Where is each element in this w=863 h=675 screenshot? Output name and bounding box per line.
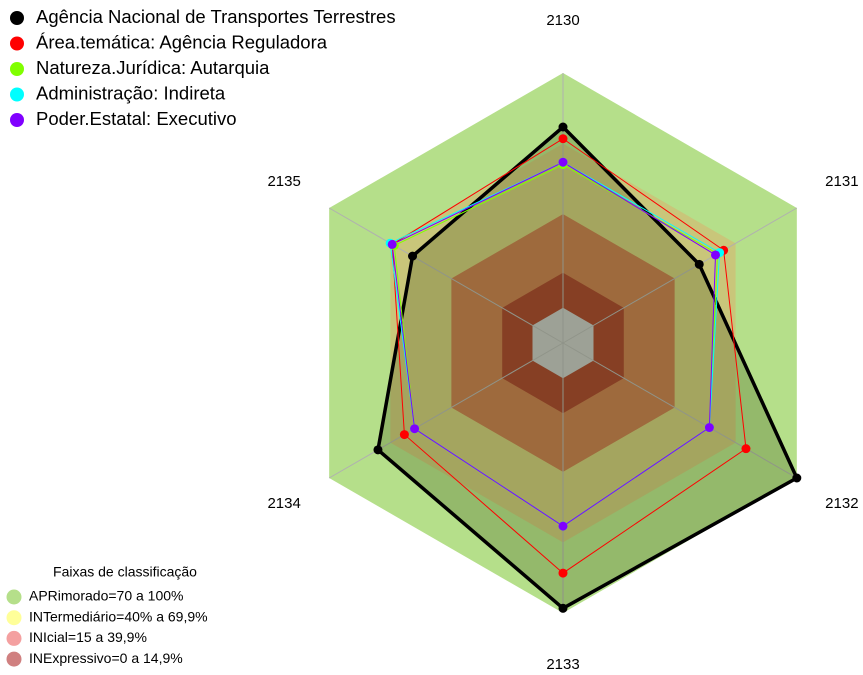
legend-label: Administração: Indireta xyxy=(36,82,226,103)
legend-swatch xyxy=(10,62,24,76)
band-legend-swatch xyxy=(6,589,22,605)
data-point xyxy=(710,250,720,260)
data-point xyxy=(558,157,568,167)
band-legend-swatch xyxy=(6,651,22,667)
data-point xyxy=(704,423,714,433)
legend-label: Natureza.Jurídica: Autarquia xyxy=(36,57,270,78)
axis-label: 2133 xyxy=(546,656,579,673)
data-point xyxy=(792,473,802,483)
data-point xyxy=(373,445,383,455)
legend-swatch xyxy=(10,36,24,51)
axis-label: 2130 xyxy=(546,12,579,29)
data-point xyxy=(694,259,704,269)
band-legend-label: INTermediário=40% a 69,9% xyxy=(29,608,208,624)
data-point xyxy=(408,251,418,261)
data-point xyxy=(399,430,409,440)
legend-swatch xyxy=(10,87,24,102)
bands-legend-title: Faixas de classificação xyxy=(53,564,197,580)
data-point xyxy=(558,134,568,144)
axis-label: 2132 xyxy=(825,495,858,512)
band-legend-label: INIcial=15 a 39,9% xyxy=(29,629,147,645)
spoke xyxy=(328,342,564,479)
data-point xyxy=(558,603,568,613)
data-point xyxy=(387,239,397,249)
spoke xyxy=(562,342,798,479)
data-point xyxy=(558,122,568,132)
axis-label: 2131 xyxy=(825,173,858,190)
spoke xyxy=(328,207,564,344)
data-point xyxy=(558,521,568,531)
spoke xyxy=(562,207,798,344)
band-legend-label: INExpressivo=0 a 14,9% xyxy=(29,650,183,666)
legend-label: Agência Nacional de Transportes Terrestr… xyxy=(36,6,396,27)
data-point xyxy=(558,568,568,578)
data-point xyxy=(410,424,420,434)
legend-label: Poder.Estatal: Executivo xyxy=(36,108,237,129)
axis-label: 2135 xyxy=(267,173,300,190)
band-legend-swatch xyxy=(6,610,22,626)
data-point xyxy=(741,444,751,454)
legend-label: Área.temática: Agência Reguladora xyxy=(36,31,328,52)
band-legend-swatch xyxy=(6,630,22,646)
axis-label: 2134 xyxy=(267,495,300,512)
band-legend-label: APRimorado=70 a 100% xyxy=(29,588,184,604)
legend-swatch xyxy=(10,113,24,127)
legend-swatch xyxy=(10,11,24,25)
